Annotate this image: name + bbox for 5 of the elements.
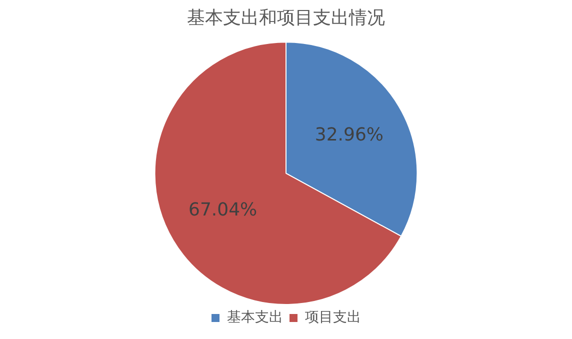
chart-title: 基本支出和项目支出情况: [187, 7, 385, 28]
data-label: 32.96%: [314, 124, 384, 146]
legend-label: 项目支出: [305, 310, 361, 326]
data-label: 67.04%: [188, 199, 258, 220]
legend-label: 基本支出: [227, 310, 283, 326]
